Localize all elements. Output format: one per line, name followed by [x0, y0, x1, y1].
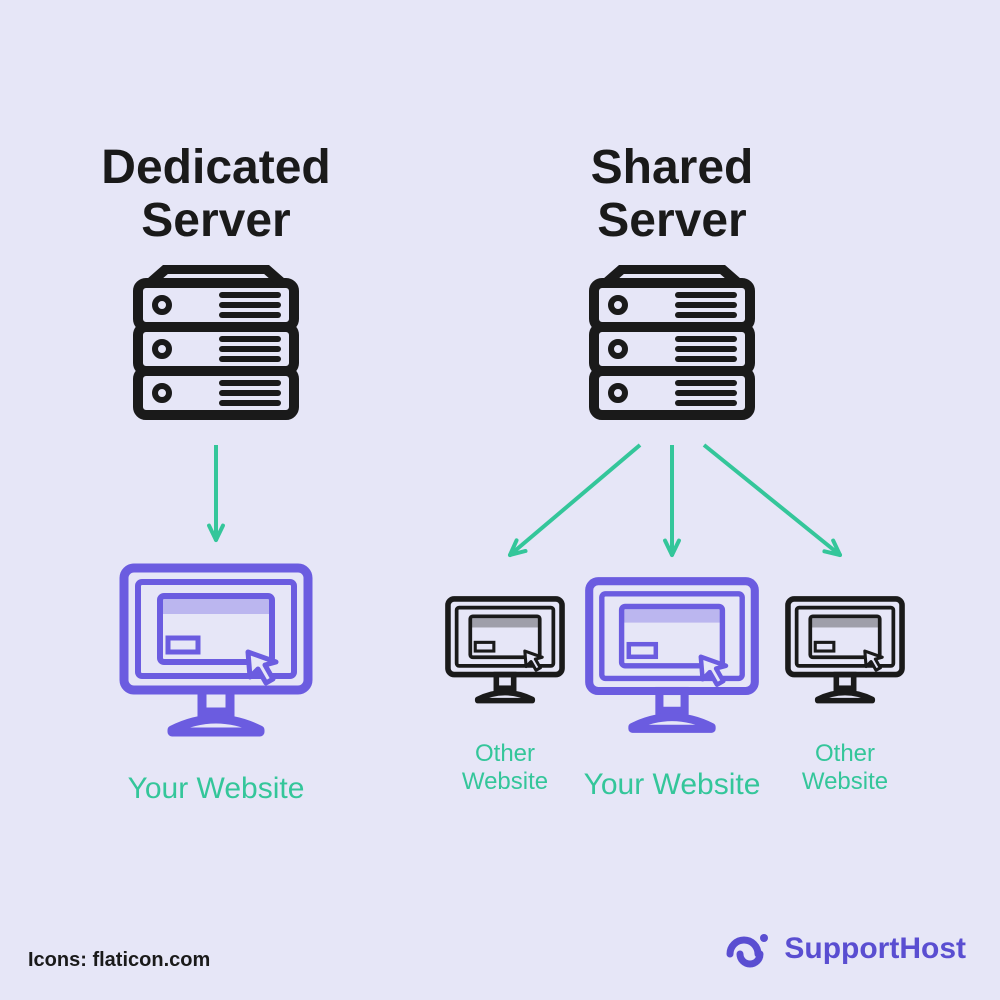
- server-icon: [582, 265, 762, 430]
- monitor-icon: [783, 594, 907, 711]
- server-icon: [126, 265, 306, 430]
- website-label: Other Website: [705, 740, 985, 795]
- monitor-icon: [582, 574, 762, 741]
- brand-name: SupportHost: [784, 932, 966, 966]
- icon-credit: Icons: flaticon.com: [28, 949, 210, 972]
- monitor-icon: [116, 560, 316, 745]
- website-label: Your Website: [76, 772, 356, 807]
- monitor-icon: [443, 594, 567, 711]
- section-heading: Shared Server: [492, 142, 852, 248]
- infographic-canvas: Dedicated Server Your Website Shared Serve…: [0, 0, 1000, 1000]
- brand-logo: SupportHost: [720, 924, 966, 974]
- section-heading: Dedicated Server: [36, 142, 396, 248]
